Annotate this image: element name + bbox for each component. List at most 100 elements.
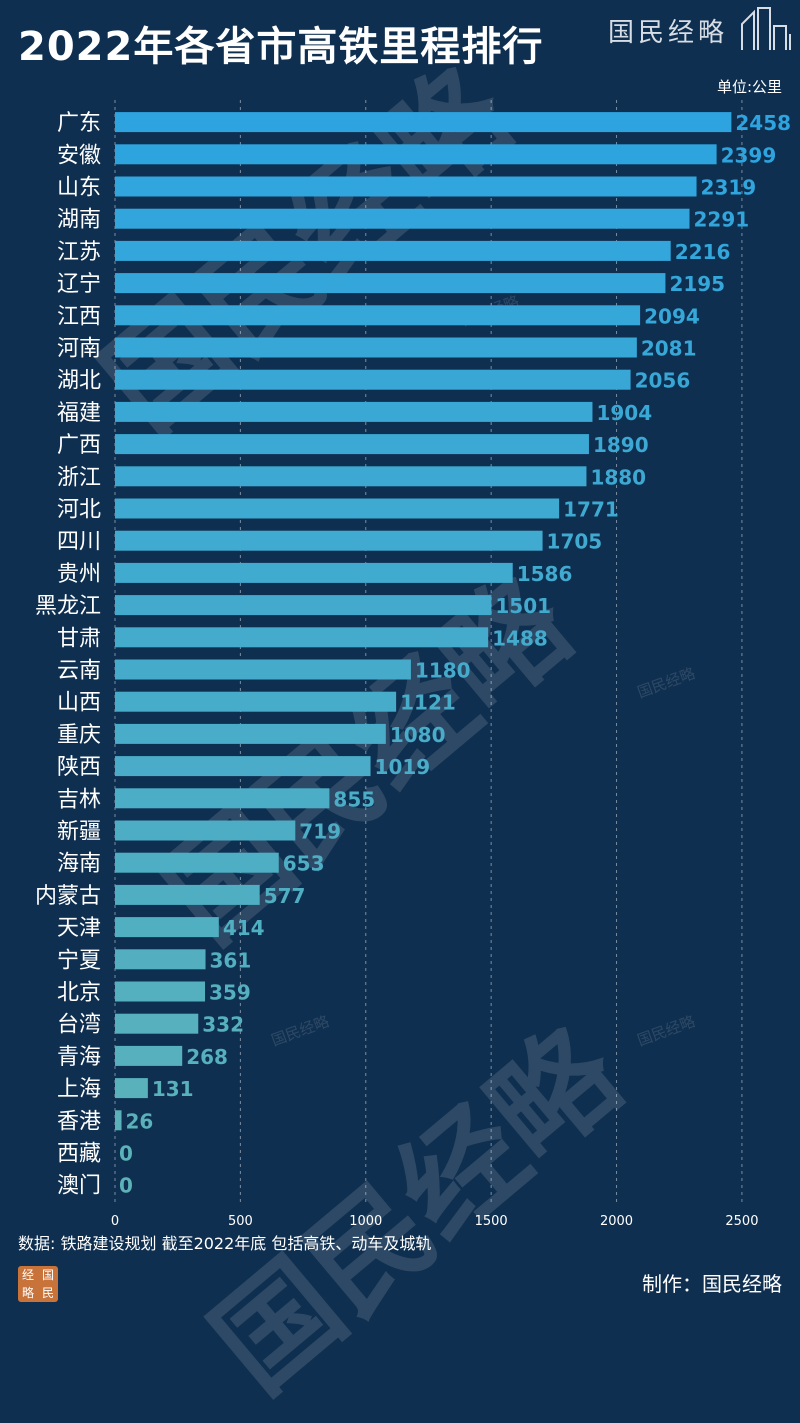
category-label: 浙江: [57, 465, 101, 490]
bar: [115, 884, 260, 905]
value-label: 1180: [415, 659, 471, 683]
category-label: 海南: [57, 852, 101, 877]
bar: [115, 466, 587, 487]
category-label: 吉林: [57, 787, 101, 812]
x-tick-label: 500: [228, 1214, 253, 1229]
bar: [115, 917, 219, 938]
category-label: 四川: [57, 530, 101, 555]
bar: [115, 627, 489, 648]
category-label: 安徽: [57, 143, 101, 168]
value-label: 359: [209, 981, 251, 1005]
value-label: 1705: [547, 530, 603, 554]
bar: [115, 176, 697, 197]
category-label: 甘肃: [57, 626, 101, 651]
category-label: 台湾: [57, 1013, 101, 1038]
bar: [115, 949, 206, 970]
category-label: 江西: [57, 304, 101, 329]
category-label: 贵州: [57, 562, 101, 587]
category-label: 北京: [57, 981, 101, 1006]
data-source-note: 数据: 铁路建设规划 截至2022年底 包括高铁、动车及城轨: [18, 1234, 432, 1253]
bar: [115, 369, 631, 390]
category-label: 福建: [57, 401, 101, 426]
category-label: 重庆: [57, 723, 101, 748]
bar: [115, 112, 732, 133]
category-label: 湖北: [57, 369, 101, 394]
value-label: 1080: [390, 723, 446, 747]
bar: [115, 659, 411, 680]
value-label: 414: [223, 916, 265, 940]
brand-seal: 经 国 略 民: [18, 1266, 58, 1302]
value-label: 1121: [400, 691, 456, 715]
bar: [115, 981, 206, 1002]
value-label: 1890: [593, 433, 649, 457]
seal-char: 略: [21, 1286, 34, 1300]
value-label: 1904: [596, 401, 652, 425]
category-label: 宁夏: [57, 948, 101, 973]
category-label: 香港: [57, 1109, 101, 1134]
category-label: 云南: [57, 659, 101, 684]
category-label: 广西: [57, 433, 101, 458]
value-label: 2458: [735, 111, 791, 135]
bar: [115, 595, 492, 616]
value-label: 1488: [492, 626, 548, 650]
value-label: 1771: [563, 498, 619, 522]
value-label: 131: [152, 1077, 194, 1101]
category-label: 新疆: [57, 820, 101, 845]
value-label: 2094: [644, 304, 700, 328]
category-label: 辽宁: [57, 272, 101, 297]
value-label: 361: [210, 948, 252, 972]
x-tick-label: 2500: [725, 1214, 758, 1229]
bar: [115, 691, 397, 712]
category-label: 广东: [57, 111, 101, 136]
category-label: 陕西: [57, 755, 101, 780]
bar: [115, 788, 330, 809]
category-label: 天津: [57, 916, 101, 941]
category-label: 上海: [57, 1077, 101, 1102]
value-label: 2319: [701, 176, 757, 200]
value-label: 2081: [641, 337, 697, 361]
x-tick-label: 0: [111, 1214, 119, 1229]
value-label: 577: [264, 884, 306, 908]
category-label: 江苏: [57, 240, 101, 265]
bar: [115, 1013, 199, 1034]
bar: [115, 305, 641, 326]
x-tick-label: 2000: [600, 1214, 633, 1229]
value-label: 268: [186, 1045, 228, 1069]
category-label: 山西: [57, 691, 101, 716]
category-label: 河北: [57, 498, 101, 523]
category-label: 澳门: [57, 1174, 101, 1199]
value-label: 653: [283, 852, 325, 876]
bar: [115, 1045, 183, 1066]
value-label: 719: [299, 820, 341, 844]
bar: [115, 337, 637, 358]
category-label: 河南: [57, 337, 101, 362]
bar: [115, 820, 296, 841]
category-label: 西藏: [57, 1142, 101, 1167]
seal-char: 经: [21, 1268, 34, 1282]
value-label: 332: [202, 1013, 244, 1037]
value-label: 0: [119, 1174, 133, 1198]
category-label: 山东: [57, 176, 101, 201]
value-label: 2216: [675, 240, 731, 264]
bar: [115, 434, 589, 455]
bar-chart: 0 500 1000 1500 2000 2500 广东 2458 安徽 2399 山东 2319 湖南…: [35, 100, 791, 1229]
category-label: 湖南: [57, 208, 101, 233]
skyline-icon: [741, 7, 791, 50]
bar: [115, 498, 560, 519]
category-label: 内蒙古: [35, 884, 101, 909]
value-label: 2399: [721, 143, 777, 167]
x-tick-label: 1500: [475, 1214, 508, 1229]
unit-label: 单位:公里: [716, 78, 782, 96]
bar: [115, 208, 690, 229]
bar: [115, 530, 543, 551]
bar: [115, 273, 666, 294]
value-label: 1586: [517, 562, 573, 586]
value-label: 2195: [669, 272, 725, 296]
value-label: 855: [333, 787, 375, 811]
bar: [115, 723, 386, 744]
value-label: 1019: [375, 755, 431, 779]
bar: [115, 144, 717, 165]
value-label: 1880: [590, 465, 646, 489]
brand-logo-text: 国民经略: [608, 18, 729, 48]
bar: [115, 756, 371, 777]
